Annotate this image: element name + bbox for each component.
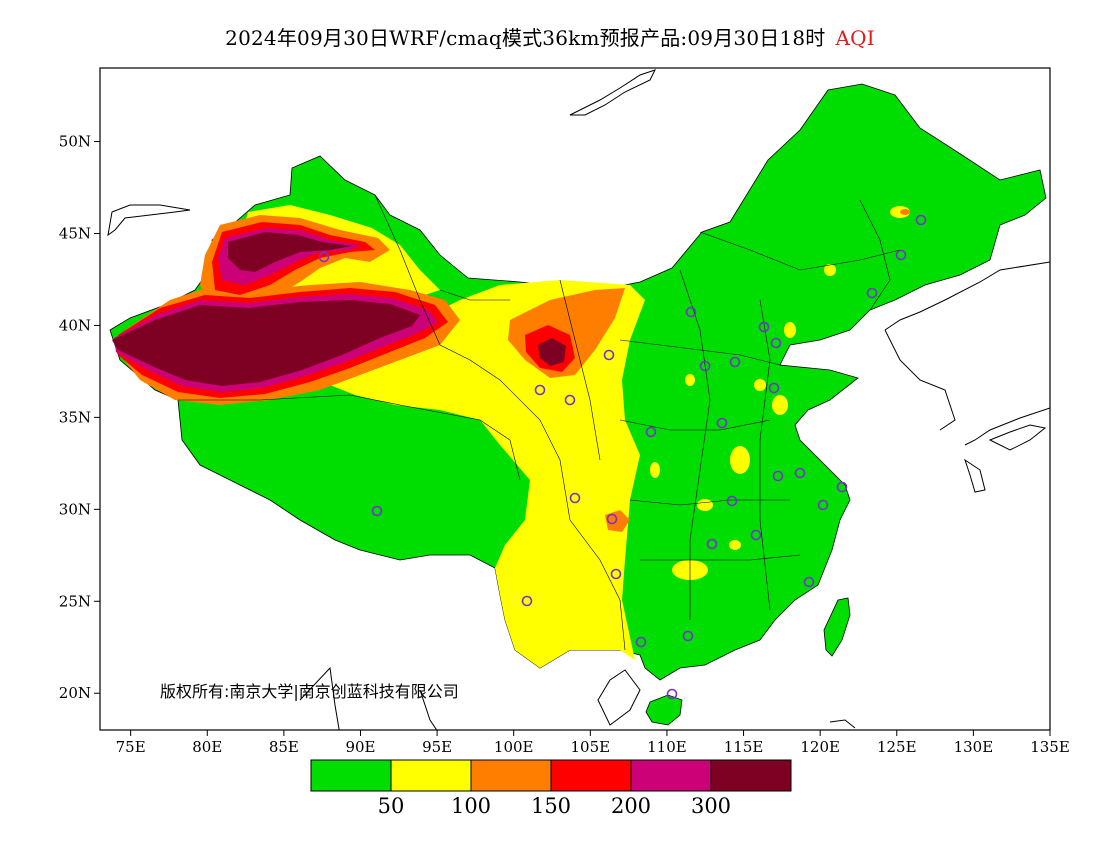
title-text: 2024年09月30日WRF/cmaq模式36km预报产品:09月30日18时: [225, 26, 826, 50]
colorbar-swatch-3: [470, 759, 552, 792]
lat-tick-label-30N: 30N: [59, 500, 91, 518]
aqi-band-yellow: [330, 280, 645, 668]
lat-tick-label-20N: 20N: [59, 684, 91, 702]
map-layers: [107, 69, 1050, 730]
colorbar-label-150: 150: [531, 794, 571, 818]
coastlines: [107, 69, 1050, 730]
colorbar-label-50: 50: [378, 794, 405, 818]
lon-tick-label-120E: 120E: [800, 738, 840, 756]
lon-tick-label-75E: 75E: [116, 738, 146, 756]
aqi-colorbar: 50 100 150 200 300: [310, 759, 792, 818]
lon-tick-label-85E: 85E: [269, 738, 299, 756]
map-title: 2024年09月30日WRF/cmaq模式36km预报产品:09月30日18时 A…: [0, 22, 1100, 51]
title-variable: AQI: [835, 26, 875, 50]
lat-tick-label-40N: 40N: [59, 316, 91, 334]
hainan-island: [645, 694, 683, 726]
lat-tick-label-45N: 45N: [59, 225, 91, 243]
colorbar-label-200: 200: [611, 794, 651, 818]
aqi-band-maroon-ordos: [538, 338, 566, 366]
lat-tick-label-35N: 35N: [59, 408, 91, 426]
copyright-text: 版权所有:南京大学|南京创蓝科技有限公司: [160, 682, 459, 701]
colorbar-label-300: 300: [691, 794, 731, 818]
lon-tick-label-115E: 115E: [724, 738, 764, 756]
lon-tick-label-130E: 130E: [954, 738, 994, 756]
lat-tick-label-25N: 25N: [59, 592, 91, 610]
province-boundaries: [178, 194, 901, 651]
lon-tick-label-90E: 90E: [345, 738, 375, 756]
colorbar-label-100: 100: [451, 794, 491, 818]
lat-tick-label-50N: 50N: [59, 133, 91, 151]
colorbar-swatch-4: [550, 759, 632, 792]
colorbar-swatch-6: [710, 759, 792, 792]
lon-tick-label-110E: 110E: [647, 738, 687, 756]
station-markers: [318, 214, 927, 700]
aqi-band-maroon-taklimakan: [112, 300, 420, 386]
colorbar-swatch-5: [630, 759, 712, 792]
lon-tick-label-100E: 100E: [494, 738, 534, 756]
longitude-axis: 75E 80E 85E 90E 95E 100E 105E 110E 115E 120E 125E 1…: [116, 730, 1070, 756]
lon-tick-label-95E: 95E: [422, 738, 452, 756]
colorbar-swatch-2: [390, 759, 472, 792]
colorbar-swatch-1: [310, 759, 392, 792]
latitude-axis: 50N 45N 40N 35N 30N 25N 20N: [59, 133, 100, 702]
lon-tick-label-125E: 125E: [877, 738, 917, 756]
map-frame: [99, 67, 1051, 731]
lon-tick-label-135E: 135E: [1030, 738, 1070, 756]
aqi-band-maroon: [228, 232, 352, 272]
aqi-band-orange-sichuan: [605, 510, 630, 532]
lon-tick-label-105E: 105E: [571, 738, 611, 756]
taiwan-island: [823, 597, 851, 657]
lon-tick-label-80E: 80E: [192, 738, 222, 756]
aqi-patch-orange-northeast: [900, 209, 910, 215]
